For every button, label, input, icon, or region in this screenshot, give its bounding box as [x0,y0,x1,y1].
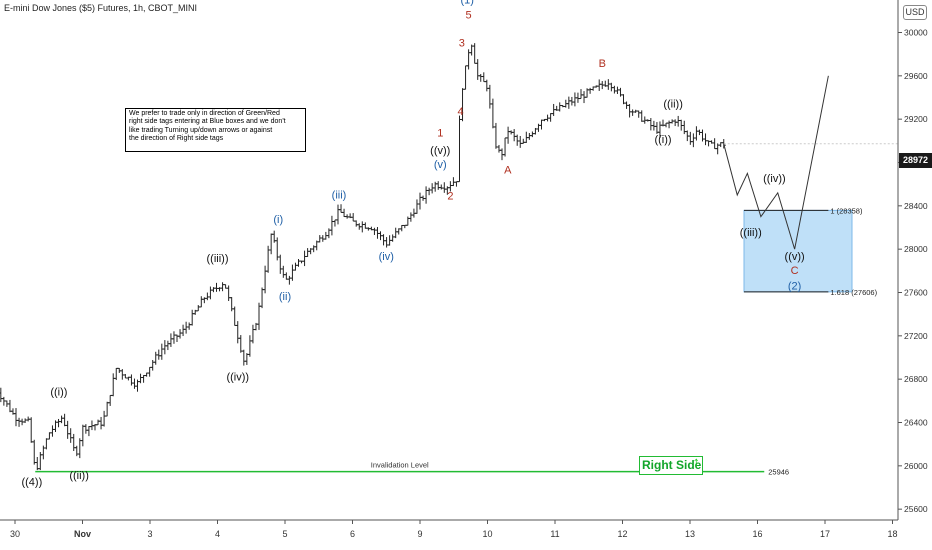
blue-box-zone [743,209,853,293]
wave-label: ((iii)) [207,253,229,265]
x-tick-label: 4 [215,529,220,539]
wave-label: ((ii)) [69,470,89,482]
y-tick-label: 26000 [904,461,928,471]
currency-button[interactable]: USD [903,5,927,20]
x-tick-label: 16 [752,529,762,539]
wave-label: 3 [459,38,465,50]
wave-label: (iii) [332,189,347,201]
x-tick-label: 3 [147,529,152,539]
x-tick-label: 6 [350,529,355,539]
y-tick-label: 26400 [904,418,928,428]
wave-label: (iv) [379,251,394,263]
x-tick-label: 5 [282,529,287,539]
ohlc-bars [0,43,726,471]
wave-label: ((i)) [654,134,671,146]
wave-label: ((v)) [430,145,450,157]
note-line-4: the direction of Right side tags [129,135,224,143]
x-tick-label: Nov [74,529,91,539]
wave-label: 4 [457,106,463,118]
wave-label: ((iv)) [226,371,249,383]
wave-label: C [791,265,799,277]
y-tick-label: 30000 [904,28,928,38]
invalidation-value-label: 25946 [768,468,789,477]
x-tick-label: 30 [10,529,20,539]
wave-label: ((i)) [50,386,67,398]
wave-label: ((iii)) [740,227,762,239]
fib-level-label: 1.618 (27606) [830,288,877,297]
wave-label: (2) [788,280,801,292]
x-tick-label: 9 [417,529,422,539]
wave-label: ((v)) [785,251,805,263]
wave-label: ((4)) [21,476,42,488]
note-line-2: right side tags entering at Blue boxes a… [129,118,286,126]
y-tick-label: 29600 [904,71,928,81]
chart-title: E-mini Dow Jones ($5) Futures, 1h, CBOT_… [4,3,198,13]
wave-label: (ii) [279,291,291,303]
wave-label: (1) [461,0,474,6]
note-line-3: like trading Turning up/down arrows or a… [129,126,273,134]
x-tick-label: 17 [820,529,830,539]
y-tick-label: 25600 [904,504,928,514]
y-tick-label: 28400 [904,201,928,211]
wave-label: 2 [447,190,453,202]
y-tick-label: 27600 [904,288,928,298]
wave-label: B [599,58,606,70]
x-tick-label: 18 [887,529,897,539]
wave-label: ((iv)) [763,173,786,185]
y-tick-label: 27200 [904,331,928,341]
wave-label: ((ii)) [663,98,683,110]
invalidation-label: Invalidation Level [371,461,429,470]
wave-label: 1 [437,128,443,140]
y-tick-label: 26800 [904,374,928,384]
x-tick-label: 12 [617,529,627,539]
wave-label: (v) [434,159,447,171]
x-tick-label: 11 [550,529,559,539]
x-tick-label: 10 [482,529,492,539]
wave-label: (i) [273,214,283,226]
wave-label: 5 [466,9,472,21]
right-side-tag: Right Side ↑ [639,454,703,475]
up-arrow-icon: ↑ [692,454,701,471]
right-side-label: Right Side [642,458,702,472]
fib-level-label: 1 (28358) [830,206,863,215]
wave-label: A [504,164,512,176]
note-line-1: We prefer to trade only in direction of … [129,110,280,117]
x-tick-label: 13 [685,529,695,539]
projection-path-line [723,75,829,250]
y-tick-label: 28000 [904,244,928,254]
last-price-tag: 28972 [899,153,932,168]
strategy-note: We prefer to trade only in direction of … [125,108,306,152]
y-tick-label: 29200 [904,114,928,124]
